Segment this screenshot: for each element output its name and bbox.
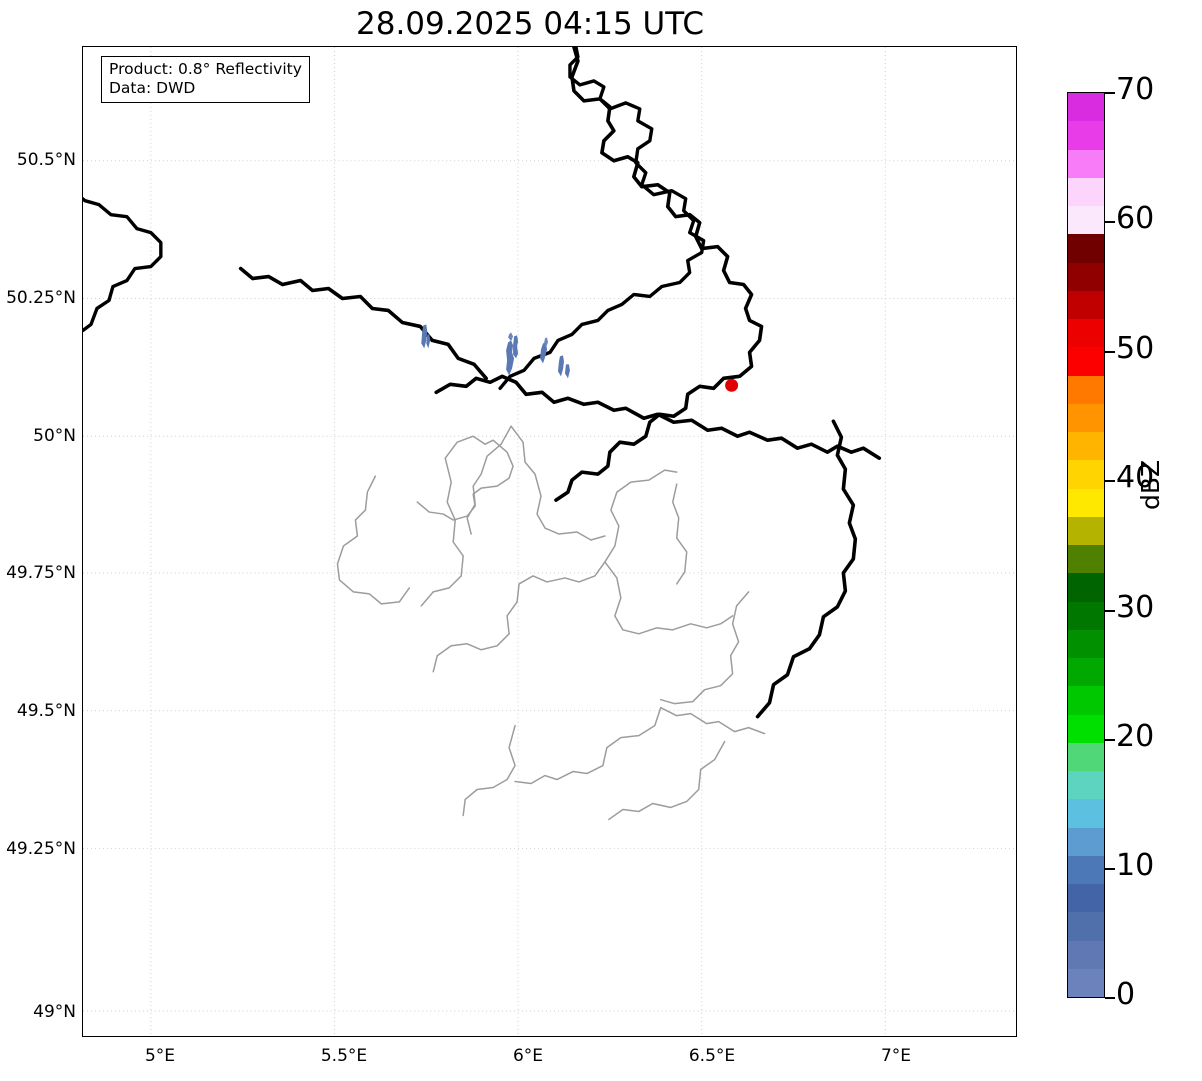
colorbar-segment [1068,601,1104,630]
colorbar-segment [1068,573,1104,602]
country-borders [238,47,882,719]
colorbar-tick-mark [1105,739,1115,741]
colorbar-segment [1068,912,1104,941]
x-tick-label: 7°E [880,1046,912,1066]
colorbar-segment [1068,629,1104,658]
colorbar-tick-label: 0 [1116,977,1136,1012]
colorbar-tick-mark [1105,868,1115,870]
product-info-box: Product: 0.8° Reflectivity Data: DWD [101,56,310,103]
data-source-line: Data: DWD [109,79,196,97]
y-tick-label: 49.5°N [16,701,76,721]
colorbar-segment [1068,742,1104,771]
colorbar-tick-mark [1105,480,1115,482]
grid-lines [83,47,1016,1036]
colorbar-segment [1068,290,1104,319]
colorbar-tick-mark [1105,351,1115,353]
colorbar-segment [1068,375,1104,404]
y-tick-label: 50°N [33,426,76,446]
region-boundaries [336,425,766,821]
map-canvas [83,47,1016,1036]
colorbar-segment [1068,177,1104,206]
radar-echoes [421,324,570,379]
colorbar-tick-label: 10 [1116,848,1155,883]
y-tick-label: 50.25°N [6,288,76,308]
colorbar-axis-title: dBZ [1136,459,1165,510]
colorbar-tick-label: 50 [1116,331,1155,366]
colorbar-segment [1068,234,1104,263]
colorbar-tick-mark [1105,92,1115,94]
colorbar-segment [1068,403,1104,432]
y-tick-label: 49°N [33,1002,76,1022]
radar-map-panel[interactable]: Product: 0.8° Reflectivity Data: DWD [82,46,1017,1037]
colorbar-segment [1068,940,1104,969]
colorbar-segment [1068,968,1104,997]
x-tick-label: 6.5°E [688,1046,736,1066]
page-title: 28.09.2025 04:15 UTC [356,6,704,42]
y-tick-label: 49.25°N [6,839,76,859]
colorbar-segment [1068,488,1104,517]
colorbar-tick-mark [1105,610,1115,612]
colorbar-segment [1068,121,1104,150]
colorbar-segment [1068,771,1104,800]
colorbar-segment [1068,149,1104,178]
colorbar-segment [1068,319,1104,348]
colorbar-segment [1068,262,1104,291]
colorbar-segment [1068,827,1104,856]
product-line: Product: 0.8° Reflectivity [109,60,302,78]
colorbar-segment [1068,347,1104,376]
colorbar-segment [1068,658,1104,687]
map-country-outline [83,47,706,391]
colorbar-segment [1068,884,1104,913]
colorbar-segment [1068,516,1104,545]
colorbar-tick-label: 70 [1116,72,1155,107]
colorbar-segment [1068,855,1104,884]
y-tick-label: 50.5°N [16,150,76,170]
colorbar-tick-label: 30 [1116,590,1155,625]
colorbar-segment [1068,545,1104,574]
colorbar[interactable] [1067,92,1105,998]
colorbar-tick-label: 60 [1116,201,1155,236]
colorbar-segment [1068,93,1104,122]
x-tick-label: 5.5°E [320,1046,368,1066]
colorbar-segment [1068,714,1104,743]
colorbar-segment [1068,206,1104,235]
radar-site-marker[interactable] [725,378,739,392]
colorbar-segment [1068,799,1104,828]
colorbar-segment [1068,686,1104,715]
colorbar-tick-label: 40 [1116,460,1155,495]
colorbar-segment [1068,460,1104,489]
colorbar-tick-mark [1105,997,1115,999]
x-tick-label: 6°E [512,1046,544,1066]
x-tick-label: 5°E [144,1046,176,1066]
y-tick-label: 49.75°N [6,563,76,583]
colorbar-tick-mark [1105,221,1115,223]
colorbar-tick-label: 20 [1116,719,1155,754]
colorbar-segment [1068,432,1104,461]
